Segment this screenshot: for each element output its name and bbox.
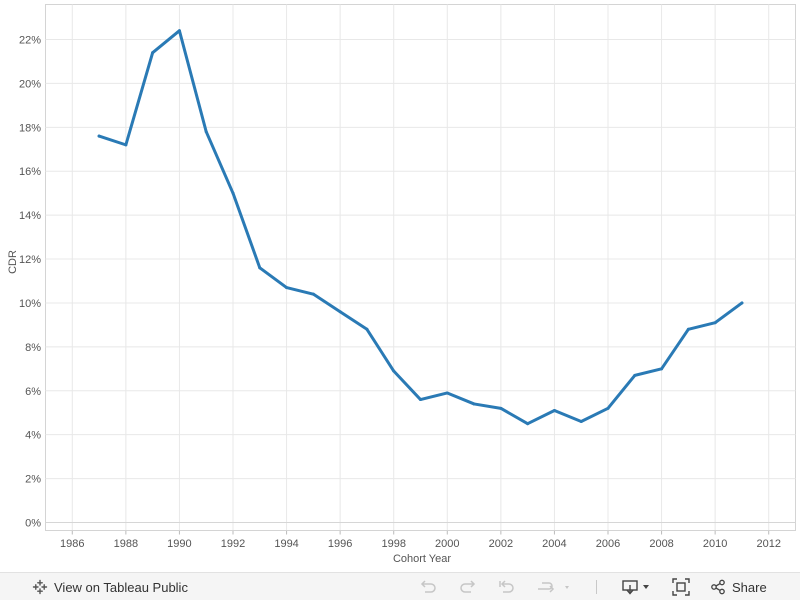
x-tick-label: 1988 <box>114 538 138 550</box>
toolbar-separator <box>596 580 597 594</box>
data-point[interactable] <box>445 391 449 395</box>
x-tick-label: 2000 <box>435 538 459 550</box>
x-tick-label: 2010 <box>703 538 727 550</box>
data-point[interactable] <box>151 51 155 55</box>
refresh-button[interactable] <box>536 573 570 601</box>
revert-button[interactable] <box>498 573 516 601</box>
data-point[interactable] <box>740 301 744 305</box>
x-tick-label: 1986 <box>60 538 84 550</box>
y-tick-label: 12% <box>19 254 41 266</box>
undo-button[interactable] <box>420 573 438 601</box>
y-tick-label: 0% <box>25 518 41 530</box>
data-point[interactable] <box>686 327 690 331</box>
data-point[interactable] <box>472 402 476 406</box>
y-tick-label: 14% <box>19 210 41 222</box>
chart-area: 1986 1988 1990 1992 1994 1996 1998 2000 2002 2004… <box>7 4 796 565</box>
refresh-icon <box>538 582 569 593</box>
x-tick-label: 1996 <box>328 538 352 550</box>
data-point[interactable] <box>365 327 369 331</box>
tableau-toolbar: View on Tableau Public <box>0 572 800 600</box>
data-point[interactable] <box>552 409 556 413</box>
y-tick-label: 20% <box>19 78 41 90</box>
data-point[interactable] <box>606 406 610 410</box>
x-tick-label: 2012 <box>756 538 780 550</box>
redo-button[interactable] <box>458 573 476 601</box>
x-tick-label: 1992 <box>221 538 245 550</box>
share-button[interactable]: Share <box>710 573 767 601</box>
data-point[interactable] <box>713 321 717 325</box>
x-axis: 1986 1988 1990 1992 1994 1996 1998 2000 2002 2004… <box>60 530 781 550</box>
share-icon <box>710 579 726 595</box>
series-line-cdr[interactable] <box>97 29 744 426</box>
y-tick-label: 4% <box>25 430 41 442</box>
x-tick-label: 1994 <box>274 538 298 550</box>
line-chart: 1986 1988 1990 1992 1994 1996 1998 2000 2002 2004… <box>7 4 796 565</box>
data-point[interactable] <box>338 310 342 314</box>
data-point[interactable] <box>633 373 637 377</box>
data-point[interactable] <box>499 406 503 410</box>
redo-icon <box>460 580 476 593</box>
x-tick-label: 1998 <box>381 538 405 550</box>
data-point[interactable] <box>660 367 664 371</box>
view-on-tableau-public-button[interactable]: View on Tableau Public <box>32 573 188 601</box>
data-point[interactable] <box>579 420 583 424</box>
x-axis-title: Cohort Year <box>393 553 451 565</box>
y-tick-label: 18% <box>19 122 41 134</box>
download-icon <box>622 580 649 595</box>
data-point[interactable] <box>231 191 235 195</box>
x-tick-label: 1990 <box>167 538 191 550</box>
x-tick-label: 2002 <box>489 538 513 550</box>
data-point[interactable] <box>177 29 181 33</box>
revert-icon <box>499 580 514 593</box>
y-tick-label: 16% <box>19 166 41 178</box>
data-point[interactable] <box>204 130 208 134</box>
data-point[interactable] <box>526 422 530 426</box>
tableau-logo-icon <box>32 579 48 595</box>
fullscreen-button[interactable] <box>672 573 690 601</box>
y-tick-label: 10% <box>19 298 41 310</box>
y-tick-label: 8% <box>25 342 41 354</box>
download-button[interactable] <box>622 573 652 601</box>
share-label: Share <box>732 579 767 595</box>
view-on-tableau-public-label: View on Tableau Public <box>54 579 188 595</box>
data-point[interactable] <box>97 134 101 138</box>
x-tick-label: 2008 <box>649 538 673 550</box>
undo-icon <box>420 580 436 593</box>
y-axis-title: CDR <box>7 250 19 274</box>
x-tick-label: 2006 <box>596 538 620 550</box>
y-tick-label: 6% <box>25 386 41 398</box>
fullscreen-icon <box>672 578 690 596</box>
y-axis: 0% 2% 4% 6% 8% 10% 12% 14% 16% 18% 20% 22% <box>19 35 41 530</box>
data-point[interactable] <box>392 369 396 373</box>
grid-layer <box>45 4 796 531</box>
y-tick-label: 2% <box>25 474 41 486</box>
y-tick-label: 22% <box>19 35 41 47</box>
data-point[interactable] <box>258 266 262 270</box>
plot-border <box>45 4 796 531</box>
x-tick-label: 2004 <box>542 538 566 550</box>
data-point[interactable] <box>285 286 289 290</box>
data-point[interactable] <box>419 398 422 402</box>
data-point[interactable] <box>124 143 128 147</box>
data-point[interactable] <box>311 292 315 296</box>
series-layer <box>97 29 744 426</box>
